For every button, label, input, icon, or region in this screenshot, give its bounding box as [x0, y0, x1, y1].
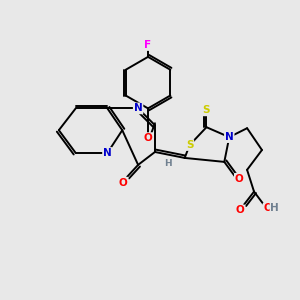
Text: N: N	[103, 148, 112, 158]
Text: N: N	[225, 132, 234, 142]
Text: F: F	[145, 40, 152, 50]
Text: O: O	[235, 174, 244, 184]
Text: S: S	[203, 105, 210, 116]
Text: O: O	[144, 133, 152, 143]
Text: S: S	[186, 140, 194, 150]
Text: O: O	[119, 178, 128, 188]
Text: H: H	[164, 159, 172, 168]
Text: H: H	[271, 203, 279, 214]
Text: N: N	[134, 103, 142, 113]
Text: O: O	[236, 206, 244, 215]
Text: O: O	[263, 203, 272, 214]
